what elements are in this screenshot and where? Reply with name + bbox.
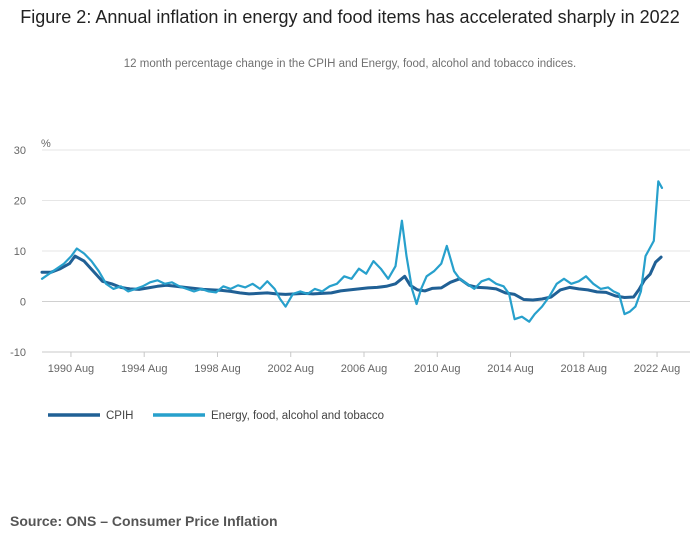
axes: 30 20 10 0 -10 1990 Aug 1994 Aug 1998 Aug 2002 A… [10, 145, 690, 375]
y-tick-label: 30 [14, 145, 26, 157]
x-tick-label: 2022 Aug [634, 363, 681, 375]
x-tick-label: 2014 Aug [487, 363, 534, 375]
y-tick-label: 10 [14, 246, 26, 258]
gridlines [42, 149, 690, 353]
y-tick-label: 20 [14, 196, 26, 208]
source-note: Source: ONS – Consumer Price Inflation [10, 513, 278, 529]
x-tick-label: 2006 Aug [341, 363, 388, 375]
y-tick-label: 0 [20, 297, 26, 309]
x-tick-label: 2002 Aug [267, 363, 314, 375]
chart-title: Figure 2: Annual inflation in energy and… [20, 7, 680, 27]
line-chart: 30 20 10 0 -10 1990 Aug 1994 Aug 1998 Aug 2002 A… [10, 138, 690, 422]
series-lines [40, 180, 664, 323]
x-tick-label: 2010 Aug [414, 363, 461, 375]
x-tick-label: 1998 Aug [194, 363, 241, 375]
legend-label-energy_food: Energy, food, alcohol and tobacco [211, 410, 384, 422]
y-axis-label: % [41, 138, 51, 150]
series-line-cpih [40, 254, 663, 302]
y-tick-label: -10 [10, 347, 26, 359]
legend: CPIH Energy, food, alcohol and tobacco [48, 410, 384, 422]
x-tick-label: 1990 Aug [48, 363, 95, 375]
series-line-energy_food [40, 180, 664, 323]
x-tick-label: 2018 Aug [561, 363, 608, 375]
legend-label-cpih: CPIH [106, 410, 133, 422]
x-tick-label: 1994 Aug [121, 363, 168, 375]
chart-subtitle: 12 month percentage change in the CPIH a… [123, 58, 577, 70]
